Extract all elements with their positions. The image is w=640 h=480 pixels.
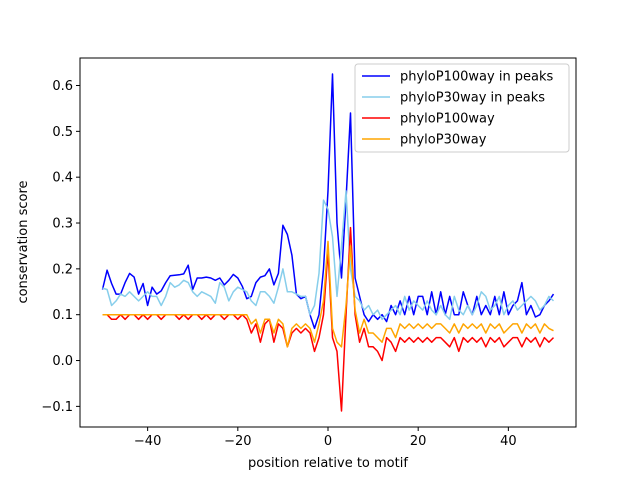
legend-label-2: phyloP100way (400, 112, 495, 127)
legend-box (354, 63, 570, 153)
series-line-1 (102, 190, 555, 321)
legend-label-0: phyloP100way in peaks (400, 70, 554, 85)
legend-label-3: phyloP30way (400, 133, 487, 148)
y-tick-label: −0.1 (41, 400, 73, 415)
y-tick-label: 0.4 (52, 171, 73, 186)
y-tick-label: 0.5 (52, 125, 73, 140)
x-tick-label: 20 (410, 434, 427, 449)
x-tick-label: 40 (500, 434, 517, 449)
y-tick-label: 0.6 (52, 79, 73, 94)
y-tick-label: 0.3 (52, 217, 73, 232)
x-tick-label: 0 (324, 434, 332, 449)
x-axis-label: position relative to motif (248, 456, 408, 471)
y-axis-label: conservation score (16, 180, 31, 303)
legend: phyloP100way in peaks phyloP30way in peak… (354, 63, 570, 153)
legend-label-1: phyloP30way in peaks (400, 91, 545, 106)
plot-lines (101, 73, 555, 412)
y-axis-ticks: −0.1 0.0 0.1 0.2 0.3 0.4 0.5 0.6 (41, 79, 80, 415)
x-tick-label: −20 (224, 434, 251, 449)
y-tick-label: 0.1 (52, 308, 73, 323)
x-axis-ticks: −40 −20 0 20 40 (134, 427, 517, 449)
series-line-3 (102, 240, 554, 348)
y-tick-label: 0.2 (52, 262, 73, 277)
x-tick-label: −40 (134, 434, 161, 449)
y-tick-label: 0.0 (52, 354, 73, 369)
